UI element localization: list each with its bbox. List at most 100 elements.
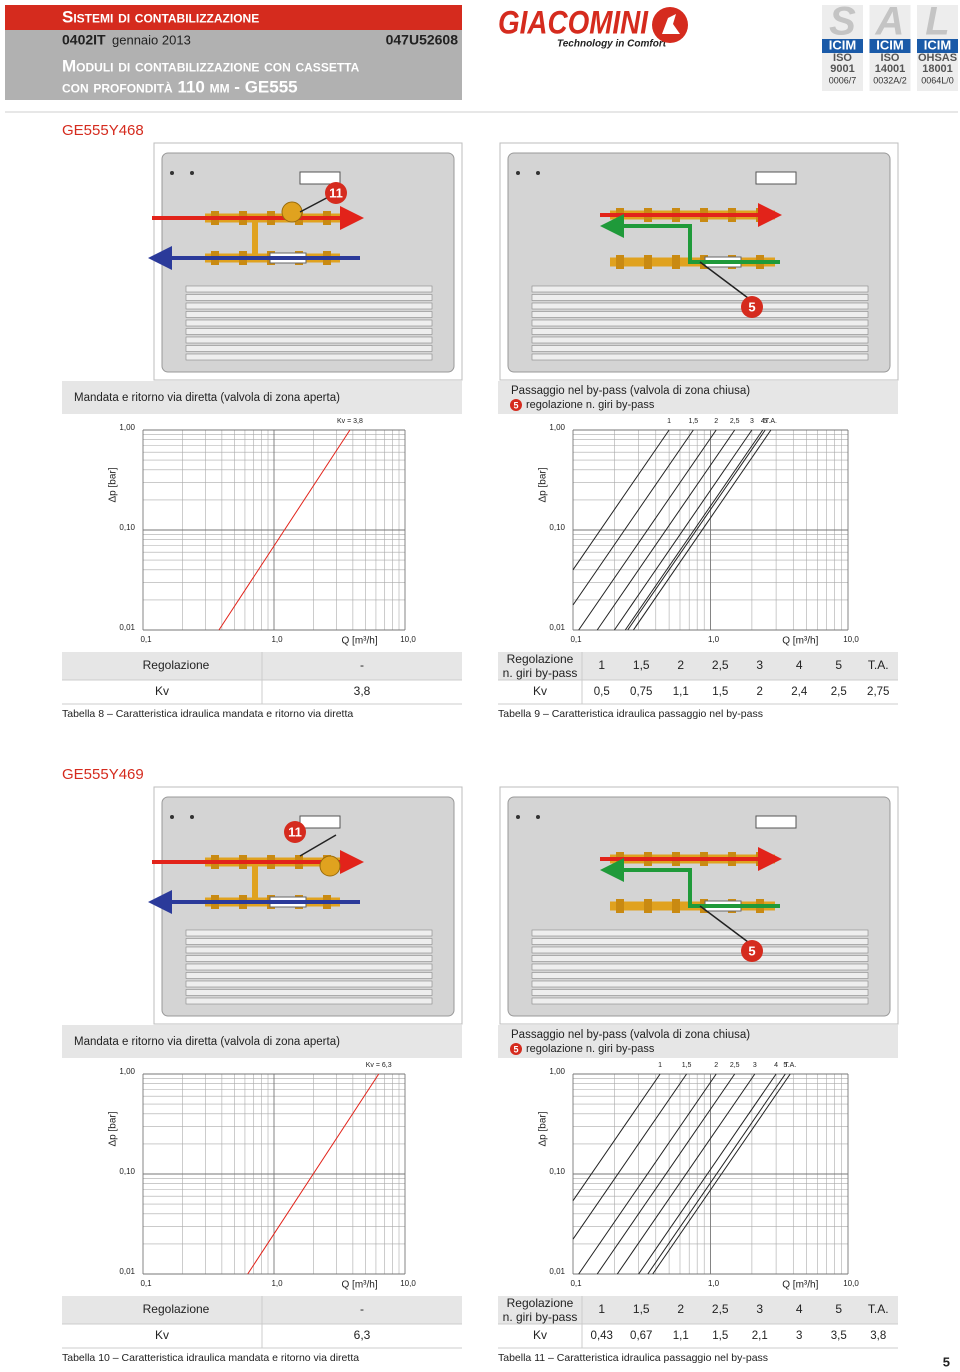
panel-title-band [498, 381, 898, 414]
x-axis-label: Q [m³/h] [782, 636, 818, 647]
x-tick-label: 1,0 [708, 635, 720, 644]
badge-label: 5 [513, 1044, 518, 1054]
fitting [672, 255, 680, 269]
page-number: 5 [943, 1354, 950, 1369]
x-tick-label: 10,0 [843, 1279, 859, 1288]
table-cell: 1,1 [673, 1330, 689, 1342]
table-cell: 1,1 [673, 686, 689, 698]
table-cell: 1 [598, 658, 605, 672]
x-tick-label: 1,0 [708, 1279, 720, 1288]
cert-code: 0064L/0 [921, 75, 954, 85]
vent-slat [185, 929, 433, 937]
table-cell: 4 [796, 658, 803, 672]
meter [299, 815, 341, 829]
y-axis-label: Δp [bar] [108, 467, 119, 502]
cert-body: ICIM [876, 37, 903, 52]
curve-label: 1 [667, 418, 671, 425]
table-cell: 0,43 [591, 1330, 613, 1342]
badge [284, 821, 306, 843]
cert-letter: L [925, 0, 949, 44]
kv-curve [572, 1073, 687, 1240]
cert-number: 9001 [830, 63, 854, 75]
table-cell: 1,5 [712, 1330, 728, 1342]
pointer [699, 905, 749, 943]
cert-standard: ISO [833, 52, 852, 64]
header-code: 0402IT [62, 32, 106, 48]
screw [190, 815, 194, 819]
kv-curve [572, 429, 694, 606]
vent-slat [185, 311, 433, 318]
table-cell: 1,5 [633, 658, 650, 672]
kv-curve [572, 429, 670, 571]
table-cell: 2,5 [712, 658, 729, 672]
vent-slat [185, 980, 433, 988]
badge [741, 296, 763, 318]
y-axis-label: Δp [bar] [538, 1111, 549, 1146]
badge [325, 182, 347, 204]
fitting [672, 899, 680, 913]
vent-slat [185, 285, 433, 293]
vent-slat [531, 311, 869, 318]
y-axis-label: Δp [bar] [538, 467, 549, 502]
cert-band [917, 39, 958, 53]
table-cell: 2,1 [752, 1330, 768, 1342]
vent-slat [185, 997, 433, 1005]
badge [510, 1043, 522, 1055]
screw [536, 171, 540, 175]
vent-slat [185, 302, 433, 310]
header-title: Sistemi di contabilizzazione [62, 7, 259, 26]
header-band [5, 5, 462, 30]
x-tick-label: 0,1 [570, 1279, 582, 1288]
table-cell: Kv [533, 1328, 547, 1342]
zone-valve [281, 201, 303, 223]
vent-slat [531, 345, 869, 352]
header-date: gennaio 2013 [112, 32, 191, 47]
kv-curve [596, 429, 736, 631]
table-cell: Kv [533, 684, 547, 698]
vent-slat [185, 336, 433, 344]
badge-label: 11 [329, 185, 343, 200]
screw [516, 171, 520, 175]
cert-code: 0032A/2 [873, 75, 907, 85]
vent-slat [185, 989, 433, 996]
table-cell: Regolazione [507, 652, 574, 666]
meter [299, 171, 341, 185]
table-cell: Regolazione [143, 658, 210, 672]
vent-slat [185, 328, 433, 335]
curve-label: T.A. [784, 1062, 796, 1069]
y-tick-label: 0,01 [549, 623, 565, 632]
table-cell: 2,4 [791, 686, 808, 698]
table-cell: n. giri by-pass [503, 1310, 578, 1324]
zone-valve [319, 855, 341, 877]
x-axis-label: Q [m³/h] [782, 1280, 818, 1291]
table-row [498, 652, 898, 680]
curve-label: 1,5 [688, 418, 698, 425]
screw [170, 815, 174, 819]
table-cell: 2 [677, 658, 684, 672]
vent-slat [531, 955, 869, 962]
bypass-arrow [600, 214, 780, 264]
table-row [498, 1296, 898, 1324]
badge-label: 11 [288, 824, 302, 839]
table-cell: T.A. [868, 658, 889, 672]
x-tick-label: 1,0 [271, 635, 283, 644]
kv-curve [647, 1073, 786, 1275]
logo-figure [662, 14, 680, 34]
vent-slat [531, 929, 869, 937]
vent-slat [531, 319, 869, 327]
pointer [699, 261, 749, 299]
bypass-arrow [600, 858, 780, 908]
kv-curve [616, 1073, 756, 1275]
curve-label: 2,5 [730, 418, 740, 425]
panel-title-band [62, 1025, 462, 1058]
header-article: 047U52608 [386, 32, 459, 48]
table-cell: - [360, 1302, 364, 1316]
panel-title-band [62, 381, 462, 414]
table-cell: 1,5 [712, 686, 728, 698]
screw [190, 171, 194, 175]
cert-letter: S [829, 0, 856, 44]
kv-curve [624, 429, 764, 631]
kv-label: Kv = 6,3 [366, 1062, 392, 1069]
